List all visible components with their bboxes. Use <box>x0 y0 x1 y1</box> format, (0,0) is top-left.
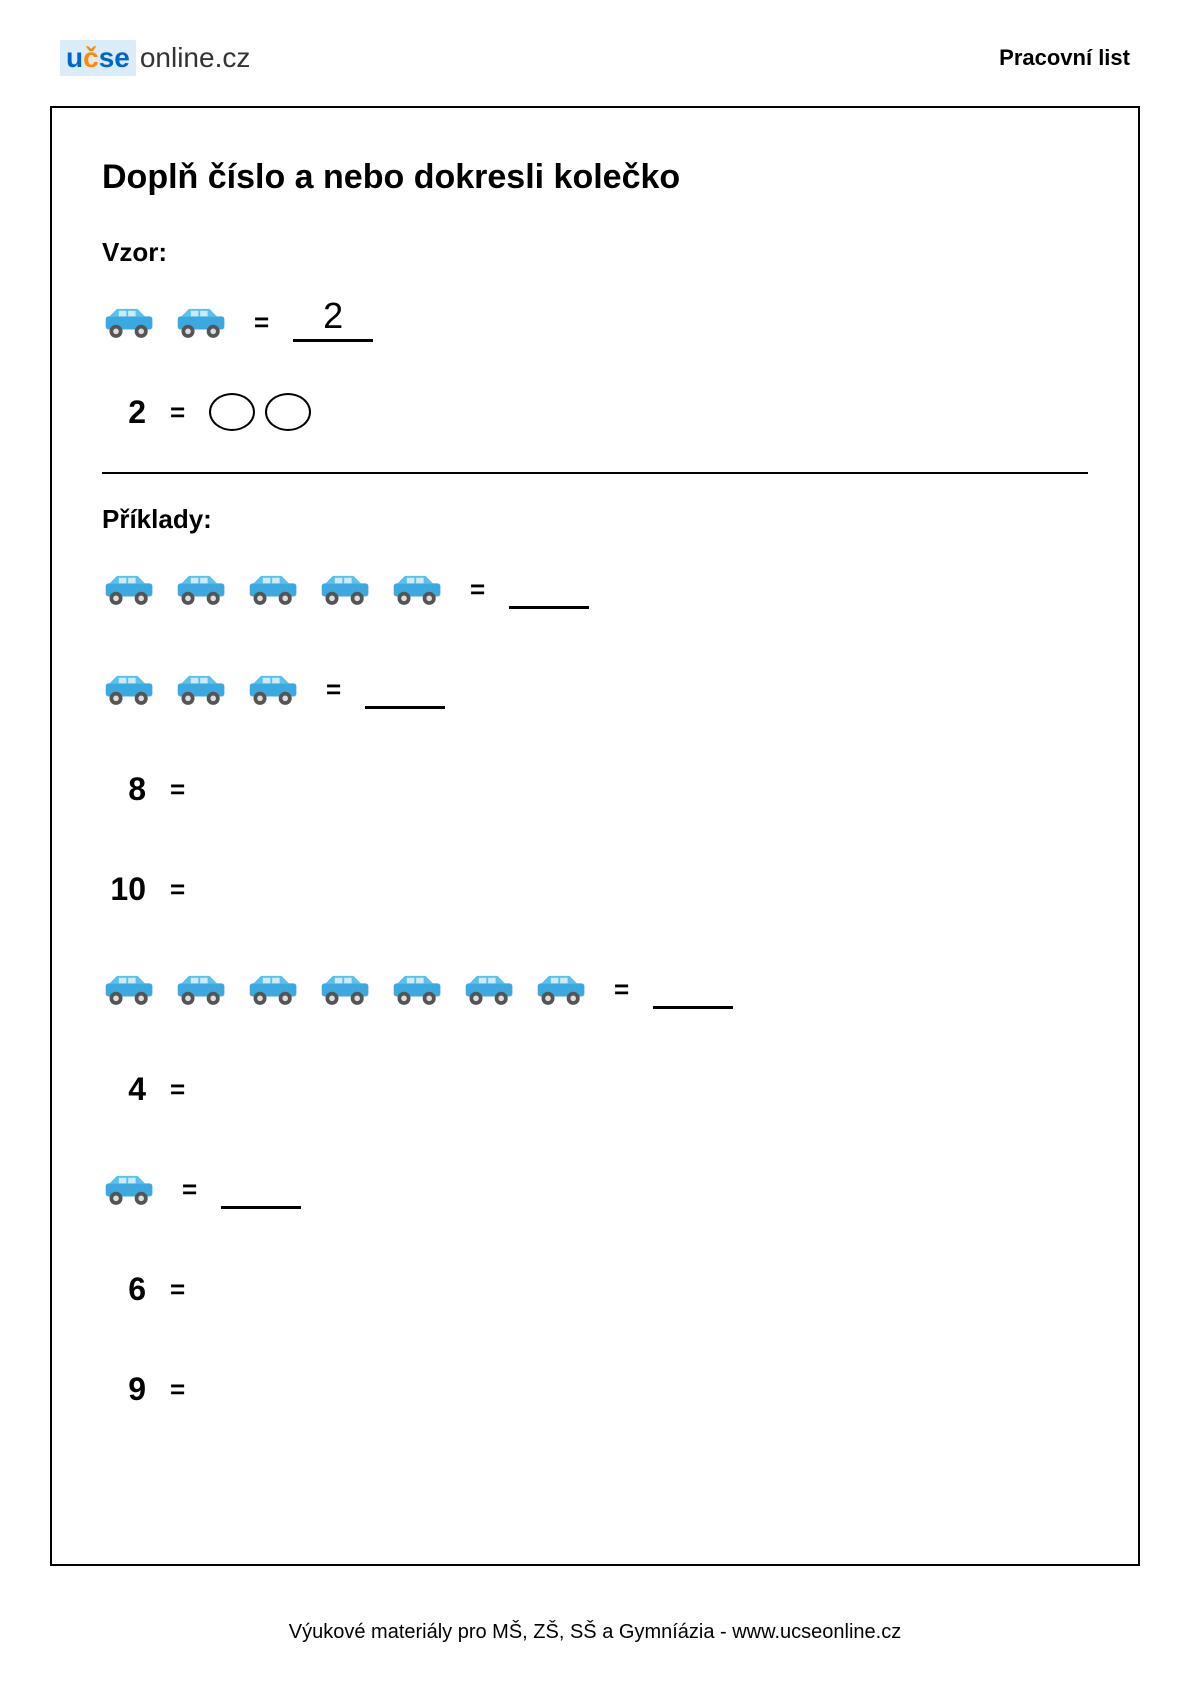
exercise-row-number: 4= <box>102 1059 1088 1119</box>
car-icon <box>102 669 158 709</box>
car-icon <box>318 969 374 1009</box>
logo: učse online.cz <box>60 40 250 76</box>
answer-field[interactable] <box>509 569 589 609</box>
example-row-cars: =2 <box>102 292 1088 352</box>
worksheet-frame: Doplň číslo a nebo dokresli kolečko Vzor… <box>50 106 1140 1566</box>
exercise-row-cars: = <box>102 559 1088 619</box>
divider <box>102 472 1088 474</box>
exercises-section: Příklady: <box>102 504 1088 1419</box>
logo-online: online.cz <box>140 42 251 74</box>
answer-field[interactable]: 2 <box>293 302 373 342</box>
car-icon <box>174 569 230 609</box>
circle-icon <box>209 393 255 431</box>
car-icon <box>246 969 302 1009</box>
circle-icon <box>265 393 311 431</box>
car-icon <box>174 969 230 1009</box>
equals-sign: = <box>170 874 185 905</box>
footer: Výukové materiály pro MŠ, ZŠ, SŠ a Gymní… <box>0 1621 1190 1644</box>
example-label: Vzor: <box>102 237 1088 268</box>
header: učse online.cz Pracovní list <box>0 0 1190 96</box>
car-icon <box>102 302 158 342</box>
exercise-row-number: 6= <box>102 1259 1088 1319</box>
car-icon <box>462 969 518 1009</box>
exercise-number: 8 <box>102 771 146 808</box>
example-number: 2 <box>102 394 146 431</box>
header-label: Pracovní list <box>999 45 1130 71</box>
answer-field[interactable] <box>365 669 445 709</box>
exercise-row-cars: = <box>102 1159 1088 1219</box>
equals-sign: = <box>170 774 185 805</box>
logo-c: č <box>83 42 99 73</box>
exercise-row-cars: = <box>102 959 1088 1019</box>
exercise-row-number: 10 = <box>102 859 1088 919</box>
car-icon <box>174 669 230 709</box>
equals-sign: = <box>182 1174 197 1205</box>
logo-se: se <box>99 42 130 73</box>
car-icon <box>246 569 302 609</box>
exercise-number: 4 <box>102 1071 146 1108</box>
car-icon <box>390 969 446 1009</box>
equals-sign: = <box>614 974 629 1005</box>
exercise-row-number: 9= <box>102 1359 1088 1419</box>
exercise-number: 6 <box>102 1271 146 1308</box>
car-icon <box>534 969 590 1009</box>
exercise-number: 9 <box>102 1371 146 1408</box>
answer-field[interactable] <box>221 1169 301 1209</box>
exercise-row-number: 8= <box>102 759 1088 819</box>
car-icon <box>102 569 158 609</box>
equals-sign: = <box>170 1074 185 1105</box>
car-icon <box>318 569 374 609</box>
page-title: Doplň číslo a nebo dokresli kolečko <box>102 158 1088 197</box>
logo-u: u <box>66 42 83 73</box>
equals-sign: = <box>170 1274 185 1305</box>
example-section: Vzor: =2 2 = <box>102 237 1088 442</box>
equals-sign: = <box>170 1374 185 1405</box>
car-icon <box>390 569 446 609</box>
car-icon <box>174 302 230 342</box>
equals-sign: = <box>470 574 485 605</box>
car-icon <box>246 669 302 709</box>
equals-sign: = <box>254 307 269 338</box>
equals-sign: = <box>170 397 185 428</box>
exercise-row-cars: = <box>102 659 1088 719</box>
example-circles <box>209 393 311 431</box>
car-icon <box>102 969 158 1009</box>
answer-field[interactable] <box>653 969 733 1009</box>
exercises-label: Příklady: <box>102 504 1088 535</box>
exercise-number: 10 <box>102 871 146 908</box>
equals-sign: = <box>326 674 341 705</box>
example-row-number: 2 = <box>102 382 1088 442</box>
car-icon <box>102 1169 158 1209</box>
